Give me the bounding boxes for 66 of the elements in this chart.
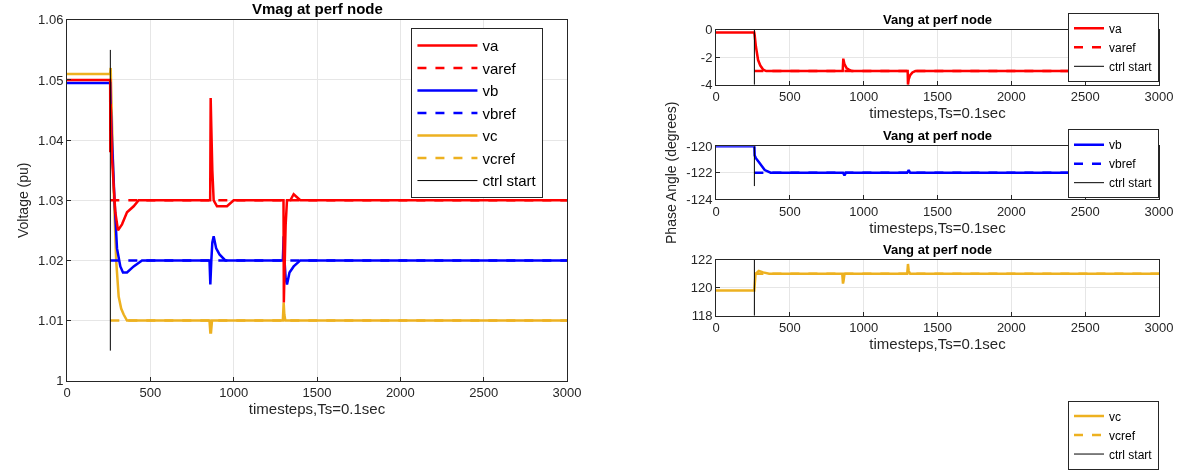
y-tick-label: 120 [690, 280, 713, 296]
x-tick-label: 1000 [849, 320, 879, 336]
legend-label: ctrl start [1109, 176, 1153, 191]
x-tick-label: 1500 [923, 89, 952, 105]
y-tick-label: -122 [686, 165, 713, 181]
x-tick-label: 500 [778, 89, 801, 105]
legend-label: varef [482, 59, 517, 77]
chart-title: Vang at perf node [883, 12, 993, 27]
y-tick-label: 0 [705, 22, 713, 38]
y-tick-label: -124 [686, 191, 713, 207]
legend-label: vcref [482, 149, 516, 167]
y-tick-label: -2 [700, 49, 713, 65]
legend-label: vb [482, 82, 499, 100]
y-tick-label: 1.05 [38, 72, 64, 88]
x-axis-title: timesteps,Ts=0.1sec [869, 218, 1007, 236]
legend-label: ctrl start [1109, 447, 1153, 462]
y-tick-label: -4 [700, 77, 713, 93]
legend-label: varef [1109, 40, 1137, 55]
y-tick-label: 122 [690, 252, 713, 268]
legend-label: ctrl start [482, 172, 537, 190]
y-tick-label: 118 [691, 308, 713, 324]
legend-label: va [1109, 21, 1122, 36]
x-tick-label: 2000 [385, 385, 415, 401]
legend-label: vb [1109, 138, 1122, 153]
x-axis-title: timesteps,Ts=0.1sec [869, 335, 1007, 353]
x-tick-label: 2000 [996, 89, 1026, 105]
x-tick-label: 1500 [923, 203, 952, 219]
x-tick-label: 2500 [1070, 89, 1100, 105]
x-tick-label: 1500 [302, 385, 332, 401]
x-tick-label: 3000 [1144, 89, 1174, 105]
legend-label: vc [482, 127, 498, 145]
legend-label: ctrl start [1109, 59, 1153, 74]
y-axis-title: Phase Angle (degrees) [662, 101, 679, 244]
x-tick-label: 1000 [219, 385, 249, 401]
x-tick-label: 1500 [923, 320, 952, 336]
x-tick-label: 2000 [996, 203, 1026, 219]
x-axis-title: timesteps,Ts=0.1sec [869, 104, 1007, 122]
y-axis-title: Voltage (pu) [14, 162, 31, 239]
chart-title: Vmag at perf node [252, 0, 383, 17]
x-tick-label: 500 [139, 385, 162, 401]
legend-label: vcref [1109, 428, 1136, 443]
x-tick-label: 2500 [469, 385, 499, 401]
x-tick-label: 3000 [1144, 203, 1174, 219]
x-axis-title: timesteps,Ts=0.1sec [248, 400, 386, 418]
y-tick-label: 1 [56, 373, 64, 389]
chart-title: Vang at perf node [883, 242, 993, 257]
x-tick-label: 2500 [1070, 203, 1100, 219]
y-tick-label: -120 [686, 138, 713, 154]
x-tick-label: 500 [778, 320, 801, 336]
y-tick-label: 1.03 [38, 192, 64, 208]
legend-label: va [482, 37, 499, 55]
x-tick-label: 2000 [996, 320, 1026, 336]
y-tick-label: 1.06 [38, 12, 64, 28]
x-tick-label: 2500 [1070, 320, 1100, 336]
x-tick-label: 1000 [849, 203, 879, 219]
legend-label: vbref [1109, 157, 1137, 172]
x-tick-label: 3000 [552, 385, 582, 401]
legend-label: vbref [482, 104, 517, 122]
y-tick-label: 1.01 [38, 313, 64, 329]
legend-label: vc [1109, 409, 1121, 424]
x-tick-label: 1000 [849, 89, 879, 105]
y-tick-label: 1.02 [38, 252, 64, 268]
x-tick-label: 500 [778, 203, 801, 219]
x-tick-label: 3000 [1144, 320, 1174, 336]
y-tick-label: 1.04 [38, 132, 64, 148]
chart-title: Vang at perf node [883, 128, 993, 143]
